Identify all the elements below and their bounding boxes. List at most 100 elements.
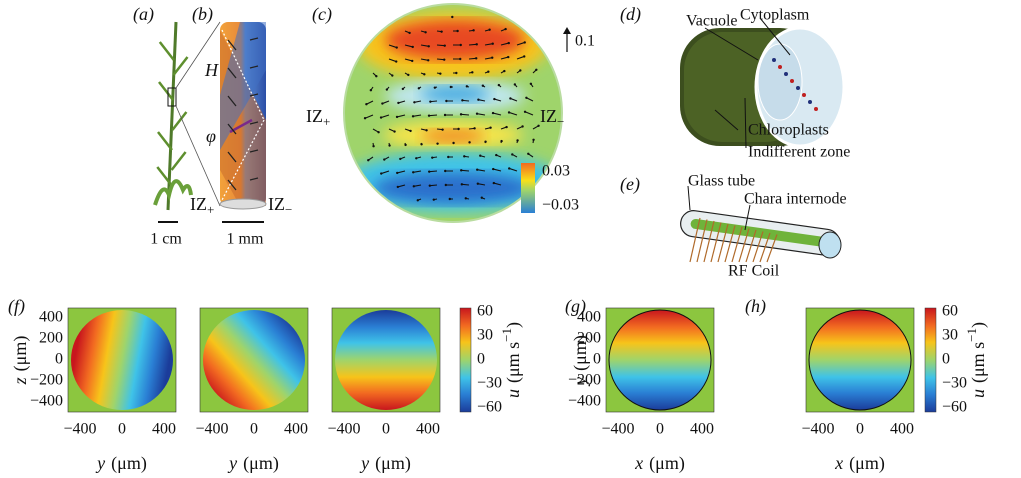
cyto-dot	[802, 93, 806, 97]
field-arrow-head	[399, 158, 401, 160]
field-arrow-head	[460, 44, 462, 46]
field-arrow-head	[476, 113, 478, 115]
field-blob	[421, 129, 485, 143]
colorbar-tick: 60	[477, 303, 493, 320]
iz-label: IZ+	[190, 194, 214, 217]
field-arrow-head	[525, 97, 527, 99]
field-arrow-head	[523, 55, 525, 57]
field-arrow-head	[431, 156, 433, 158]
field-arrow-head	[444, 114, 446, 116]
cylinder-end	[220, 199, 266, 209]
iz-text: IZ	[306, 106, 323, 126]
y-tick-label: 200	[39, 330, 63, 347]
field-arrow-head	[380, 116, 382, 118]
colorbar-tick: 60	[942, 303, 958, 320]
figure: (a)1 cm(b)HφIZ+IZ−1 mm(c)0.1IZ+IZ−0.03−0…	[0, 0, 1021, 478]
schematic-label: Chara internode	[744, 191, 847, 208]
field-arrow-head	[524, 41, 526, 43]
map-disc	[203, 310, 305, 410]
field-arrow-head	[500, 140, 502, 142]
field-arrow-head	[487, 71, 489, 73]
field-arrow-head	[381, 102, 383, 104]
iz-sub: +	[323, 114, 330, 129]
scale-label: 1 cm	[150, 231, 182, 248]
field-arrow-head	[397, 186, 399, 188]
field-arrow-head	[424, 31, 426, 33]
cb-var: u	[503, 389, 523, 398]
axis-unit: (μm)	[111, 453, 147, 474]
cb-sup: −1	[964, 328, 979, 342]
colorbar-tick: 0.03	[542, 163, 570, 180]
panel-label: (h)	[745, 296, 766, 317]
plant-branch	[172, 152, 186, 170]
x-tick-label: 400	[690, 421, 714, 438]
x-tick-label: 0	[856, 421, 864, 438]
field-arrow-head	[475, 57, 477, 59]
y-tick-label: −400	[30, 393, 63, 410]
axis-label: z(μm)	[10, 336, 31, 386]
field-arrow-head	[412, 171, 414, 173]
field-arrow-head	[477, 99, 479, 101]
field-arrow-head	[484, 141, 486, 143]
field-arrow-head	[395, 60, 397, 62]
field-arrow-head	[441, 128, 443, 130]
field-arrow-head	[511, 153, 513, 155]
field-arrow-head	[440, 30, 442, 32]
vacuole	[758, 44, 802, 120]
panel-label: (f)	[8, 296, 25, 317]
field-arrow-head	[404, 144, 406, 146]
schematic-label: Vacuole	[686, 13, 738, 30]
field-arrow-head	[408, 32, 410, 34]
cyto-dot	[796, 86, 800, 90]
field-arrow-head	[493, 98, 495, 100]
field-arrow-head	[383, 158, 385, 160]
y-tick-label: 400	[39, 309, 63, 326]
x-tick-label: 0	[250, 421, 258, 438]
x-tick-label: 400	[890, 421, 914, 438]
colorbar-tick: −60	[477, 399, 502, 416]
y-tick-label: 0	[593, 351, 601, 368]
panel-label: (c)	[312, 4, 332, 25]
axis-label: y(μm)	[359, 453, 411, 474]
colorbar-tick: 0	[942, 351, 950, 368]
field-arrow-head	[492, 112, 494, 114]
field-arrow-head	[504, 28, 506, 30]
field-arrow-head	[420, 143, 422, 145]
panel-label: (d)	[620, 4, 641, 25]
map-disc	[71, 310, 173, 410]
field-arrow-head	[460, 169, 462, 171]
field-arrow-head	[444, 170, 446, 172]
axis-var: x	[834, 453, 843, 473]
x-tick-label: 0	[118, 421, 126, 438]
y-tick-label: −200	[30, 372, 63, 389]
field-arrow-head	[412, 115, 414, 117]
field-arrow-head	[466, 85, 468, 87]
axis-label: y(μm)	[227, 453, 279, 474]
field-blob	[385, 20, 525, 60]
field-arrow-head	[476, 43, 478, 45]
iz-text: IZ	[268, 194, 285, 214]
field-arrow-head	[418, 87, 420, 89]
field-arrow-head	[482, 85, 484, 87]
field-arrow-head	[455, 72, 457, 74]
colorbar	[925, 308, 936, 412]
map-disc	[809, 310, 911, 410]
x-tick-label: −400	[327, 421, 360, 438]
field-arrow-head	[413, 185, 415, 187]
panel-label: (b)	[192, 4, 213, 25]
axis-var: y	[359, 453, 369, 473]
field-arrow-head	[488, 29, 490, 31]
field-arrow-head	[489, 127, 491, 129]
field-arrow-head	[457, 128, 459, 130]
field-arrow-head	[391, 74, 393, 76]
cb-unit: (μm s	[503, 342, 524, 383]
field-arrow-head	[508, 111, 510, 113]
x-tick-label: 400	[416, 421, 440, 438]
field-arrow-head	[476, 169, 478, 171]
field-arrow-head	[372, 145, 374, 147]
axis-label: y(μm)	[95, 453, 147, 474]
iz-text: IZ	[540, 106, 557, 126]
field-arrow-head	[524, 111, 526, 113]
field-arrow-head	[521, 125, 523, 127]
field-arrow-head	[386, 88, 388, 90]
